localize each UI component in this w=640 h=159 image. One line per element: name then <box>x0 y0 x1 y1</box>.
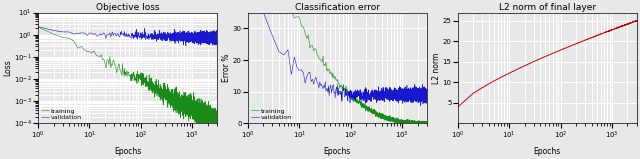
X-axis label: Epochs: Epochs <box>114 147 141 156</box>
Title: L2 norm of final layer: L2 norm of final layer <box>499 3 596 12</box>
Title: Objective loss: Objective loss <box>95 3 159 12</box>
X-axis label: Epochs: Epochs <box>324 147 351 156</box>
Legend: training, validation: training, validation <box>251 108 292 120</box>
Y-axis label: Error %: Error % <box>222 54 231 82</box>
X-axis label: Epochs: Epochs <box>534 147 561 156</box>
Title: Classification error: Classification error <box>295 3 380 12</box>
Y-axis label: L2 norm: L2 norm <box>432 52 441 84</box>
Y-axis label: Loss: Loss <box>3 60 12 76</box>
Legend: training, validation: training, validation <box>41 108 82 120</box>
